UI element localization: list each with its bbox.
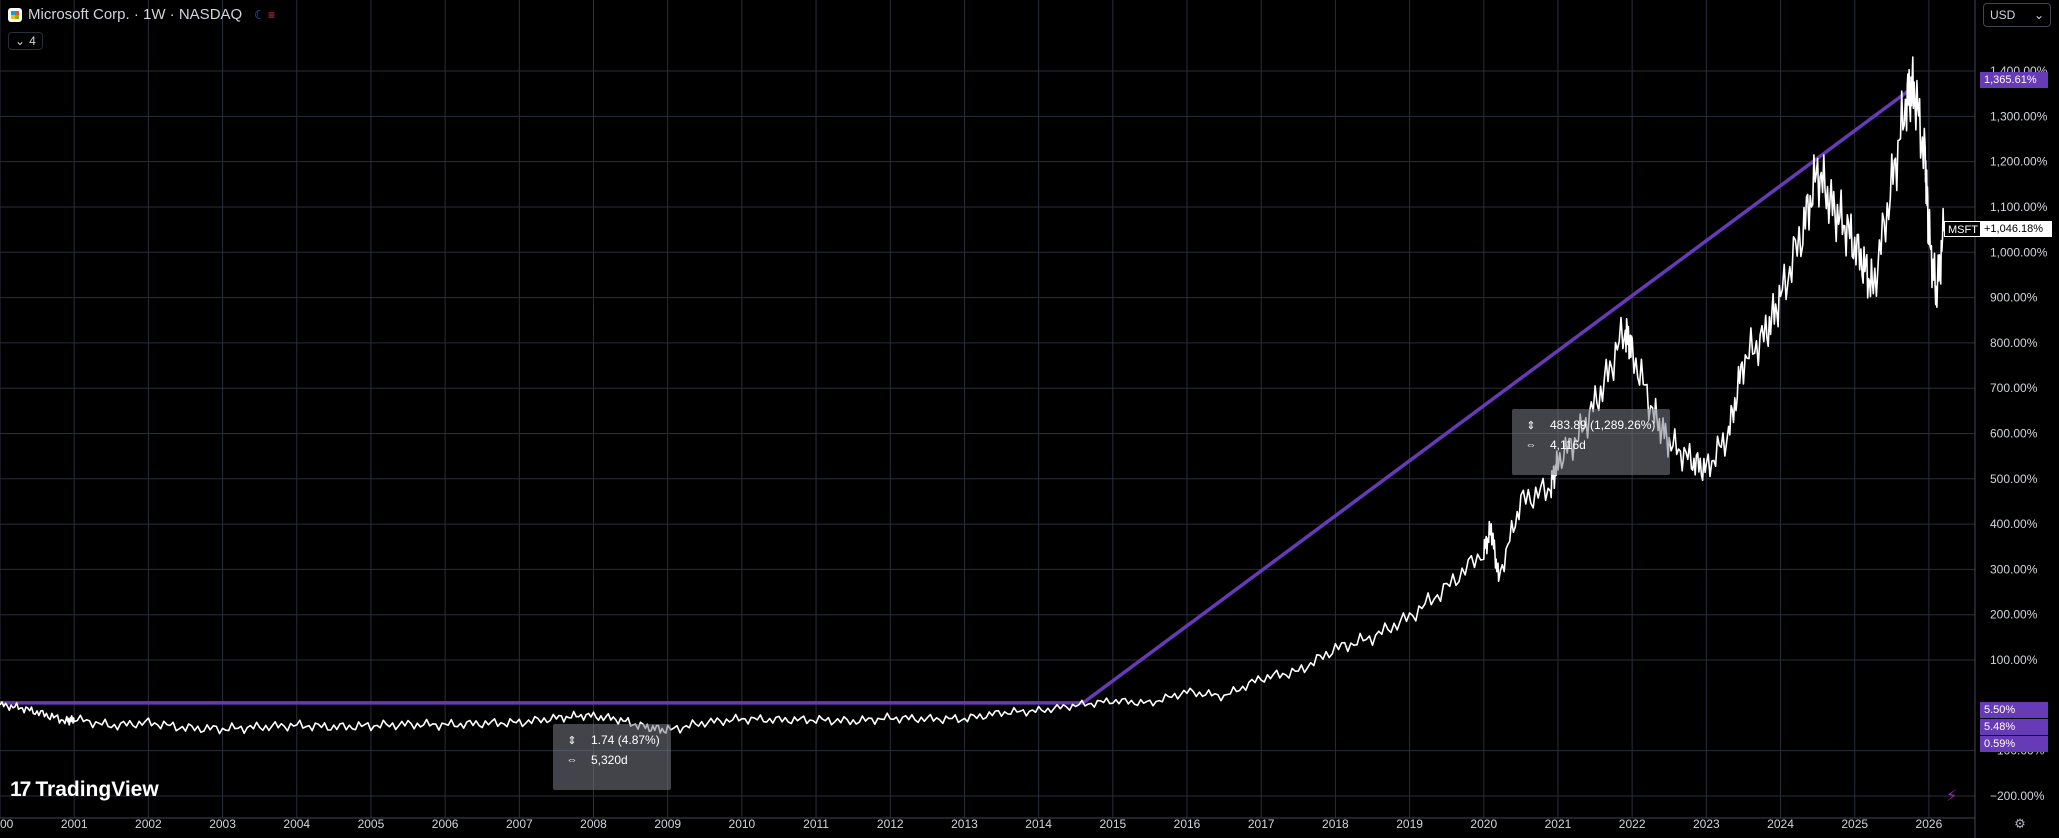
tradingview-logo[interactable]: 17 TradingView	[10, 778, 159, 802]
y-tick-label: −200.00%	[1990, 789, 2045, 803]
measure-box-1[interactable]: ⇕ 1.74 (4.87%) ⇔ 5,320d	[553, 724, 671, 790]
x-tick-label: 2002	[135, 817, 162, 831]
y-tick-label: 900.00%	[1990, 291, 2038, 305]
y-tick-label: 1,000.00%	[1990, 245, 2048, 259]
lightning-icon[interactable]: ⚡	[1946, 788, 1958, 805]
flag-icon[interactable]: ≡	[267, 7, 275, 22]
x-tick-label: 2021	[1545, 817, 1572, 831]
y-tick-label: 1,100.00%	[1990, 200, 2048, 214]
x-tick-label: 2025	[1841, 817, 1868, 831]
x-tick-label: 2017	[1248, 817, 1275, 831]
chart-lines	[0, 56, 1945, 735]
x-tick-label: 2014	[1025, 817, 1052, 831]
price-series-line[interactable]	[0, 56, 1945, 735]
indicator-count: 4	[29, 34, 36, 48]
x-tick-label: 2001	[61, 817, 88, 831]
moon-icon[interactable]: ☾	[254, 7, 265, 22]
chevron-down-icon: ⌄	[2033, 8, 2044, 22]
brand-name: TradingView	[35, 778, 159, 801]
vertical-range-icon: ⇕	[567, 734, 577, 747]
x-tick-label: 2009	[654, 817, 681, 831]
x-tick-label: 2013	[951, 817, 978, 831]
low-tag-2: 5.48%	[1980, 719, 2048, 735]
gear-icon[interactable]: ⚙	[2014, 816, 2026, 831]
x-tick-label: 2008	[580, 817, 607, 831]
x-tick-label: 2022	[1619, 817, 1646, 831]
y-tick-label: 800.00%	[1990, 336, 2038, 350]
x-tick-label: 2024	[1767, 817, 1794, 831]
microsoft-logo-icon	[8, 7, 22, 22]
measure-change: 1.74 (4.87%)	[591, 733, 660, 747]
trend-top-tag: 1,365.61%	[1980, 72, 2048, 88]
x-tick-label: 2005	[358, 817, 385, 831]
symbol-tag: MSFT	[1944, 221, 1982, 237]
y-tick-label: 100.00%	[1990, 653, 2038, 667]
current-price-tag: +1,046.18%	[1980, 221, 2052, 237]
chart-header: Microsoft Corp. · 1W · NASDAQ ☾ ≡	[8, 6, 275, 23]
x-tick-label: 2004	[283, 817, 310, 831]
y-tick-label: 1,200.00%	[1990, 155, 2048, 169]
x-tick-label: 2023	[1693, 817, 1720, 831]
low-tag-1: 5.50%	[1980, 702, 2048, 718]
x-tick-label: 2026	[1916, 817, 1943, 831]
vertical-range-icon: ⇕	[1526, 419, 1536, 432]
horizontal-range-icon: ⇔	[566, 754, 578, 766]
status-badges[interactable]: ☾ ≡	[254, 8, 275, 22]
horizontal-range-icon: ⇔	[1525, 439, 1537, 451]
x-tick-label: 2015	[1099, 817, 1126, 831]
y-tick-label: 1,300.00%	[1990, 109, 2048, 123]
measure-box-2[interactable]: ⇕ 483.89 (1,289.26%) ⇔ 4,116d	[1512, 409, 1670, 475]
x-tick-label: 2003	[209, 817, 236, 831]
x-tick-label: 2011	[803, 817, 829, 831]
tradingview-mark-icon: 17	[10, 778, 31, 801]
y-tick-label: 400.00%	[1990, 517, 2038, 531]
measure-duration: 4,116d	[1550, 438, 1586, 452]
chevron-down-icon: ⌄	[15, 34, 26, 48]
trend-line[interactable]	[1082, 85, 1916, 705]
x-tick-label: 2012	[877, 817, 904, 831]
y-tick-label: 200.00%	[1990, 608, 2038, 622]
y-tick-label: 300.00%	[1990, 562, 2038, 576]
y-tick-label: 500.00%	[1990, 472, 2038, 486]
x-tick-label: 2018	[1322, 817, 1349, 831]
chart-grid	[0, 0, 1975, 818]
x-tick-label: 00	[0, 817, 14, 831]
measure-change: 483.89 (1,289.26%)	[1550, 418, 1656, 432]
x-tick-label: 2016	[1174, 817, 1201, 831]
currency-select[interactable]: USD ⌄	[1983, 3, 2051, 27]
currency-label: USD	[1990, 8, 2016, 22]
x-tick-label: 2007	[506, 817, 533, 831]
x-tick-label: 2006	[432, 817, 459, 831]
measure-duration: 5,320d	[591, 753, 628, 767]
y-tick-label: 700.00%	[1990, 381, 2038, 395]
y-tick-label: 600.00%	[1990, 427, 2038, 441]
x-tick-label: 2010	[729, 817, 756, 831]
x-tick-label: 2019	[1396, 817, 1423, 831]
chart-title: Microsoft Corp. · 1W · NASDAQ	[28, 6, 243, 23]
indicators-toggle[interactable]: ⌄ 4	[8, 32, 43, 50]
x-tick-label: 2020	[1470, 817, 1497, 831]
low-tag-3: 0.59%	[1980, 736, 2048, 752]
